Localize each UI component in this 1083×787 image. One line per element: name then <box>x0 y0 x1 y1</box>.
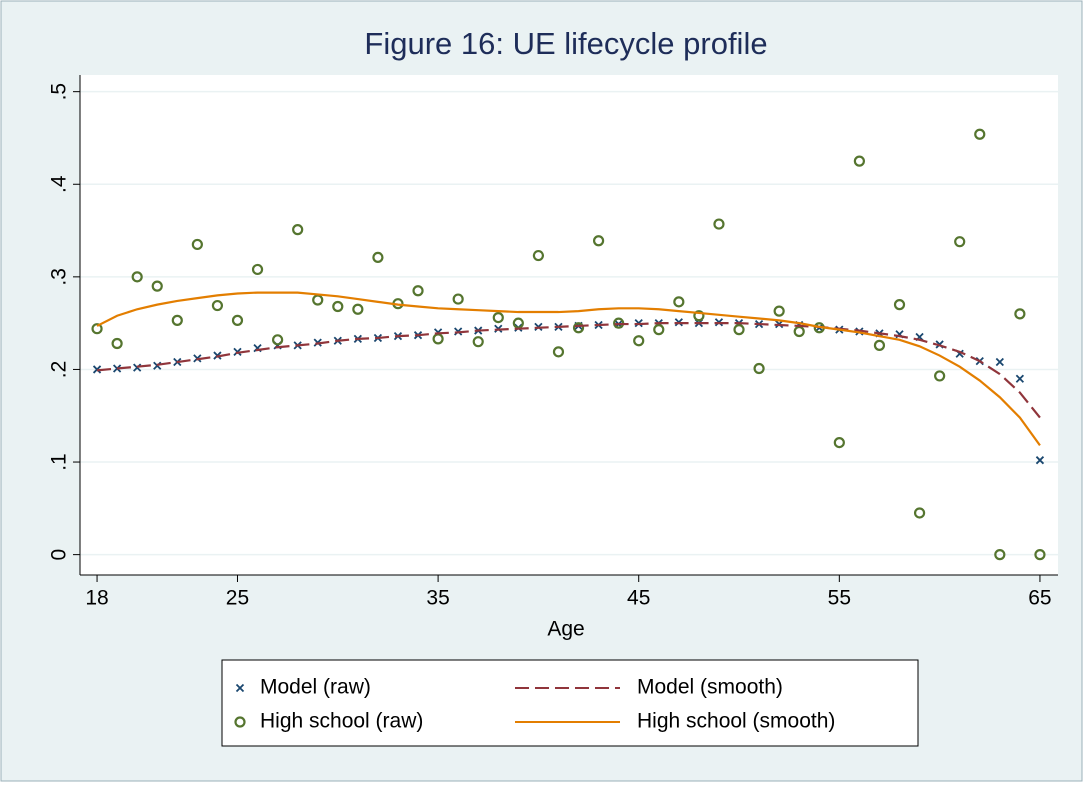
legend-label: Model (raw) <box>260 676 371 699</box>
x-axis-title: Age <box>547 618 584 641</box>
x-tick-label: 65 <box>1028 587 1051 610</box>
point <box>653 324 665 336</box>
point <box>773 305 785 317</box>
point <box>893 299 906 311</box>
y-tick-label: 0 <box>48 549 71 561</box>
point <box>211 299 224 312</box>
point <box>452 293 464 305</box>
y-tick-label: .4 <box>48 175 71 193</box>
point <box>231 314 244 326</box>
point <box>251 263 264 276</box>
point <box>352 303 364 315</box>
point <box>833 436 845 449</box>
point <box>995 357 1004 367</box>
point <box>552 346 565 358</box>
y-tick-label: .5 <box>48 83 71 101</box>
point <box>934 370 946 382</box>
point <box>532 249 545 262</box>
legend-label: High school (smooth) <box>637 710 835 733</box>
x-tick-label: 25 <box>226 587 249 610</box>
point <box>272 334 284 346</box>
x-tick-label: 35 <box>426 587 449 610</box>
y-tick-label: .3 <box>48 268 71 286</box>
line <box>96 291 1041 447</box>
point <box>974 128 986 140</box>
legend-label: Model (smooth) <box>637 676 783 699</box>
point <box>111 337 123 350</box>
chart-title: Figure 16: UE lifecycle profile <box>364 26 767 61</box>
point <box>733 324 745 336</box>
point <box>1015 374 1025 383</box>
point <box>693 310 705 322</box>
plot-area <box>80 75 1058 575</box>
point <box>592 235 605 247</box>
point <box>673 296 685 308</box>
legend-label: High school (raw) <box>260 710 423 733</box>
point <box>191 238 203 251</box>
point <box>151 280 163 292</box>
x-tick-label: 18 <box>85 587 108 610</box>
point <box>954 236 966 248</box>
legend-symbol <box>234 716 246 728</box>
line <box>96 322 1041 419</box>
point <box>1014 308 1026 320</box>
y-tick-label: .1 <box>48 453 71 471</box>
point <box>492 311 504 324</box>
point <box>332 300 344 313</box>
legend <box>221 659 919 747</box>
point <box>1035 456 1045 465</box>
point <box>994 549 1006 561</box>
y-tick-label: .2 <box>48 361 71 379</box>
point <box>853 155 865 167</box>
point <box>713 218 725 230</box>
point <box>633 335 645 347</box>
point <box>1034 549 1046 561</box>
point <box>873 339 886 351</box>
point <box>91 323 103 335</box>
point <box>171 314 183 326</box>
point <box>292 224 304 236</box>
point <box>131 271 143 283</box>
point <box>472 336 484 348</box>
legend-symbol <box>235 683 245 693</box>
x-tick-label: 45 <box>627 587 650 610</box>
point <box>372 251 384 264</box>
x-tick-label: 55 <box>828 587 851 610</box>
point <box>753 362 765 375</box>
point <box>412 285 424 297</box>
point <box>913 507 926 519</box>
point <box>572 322 585 334</box>
